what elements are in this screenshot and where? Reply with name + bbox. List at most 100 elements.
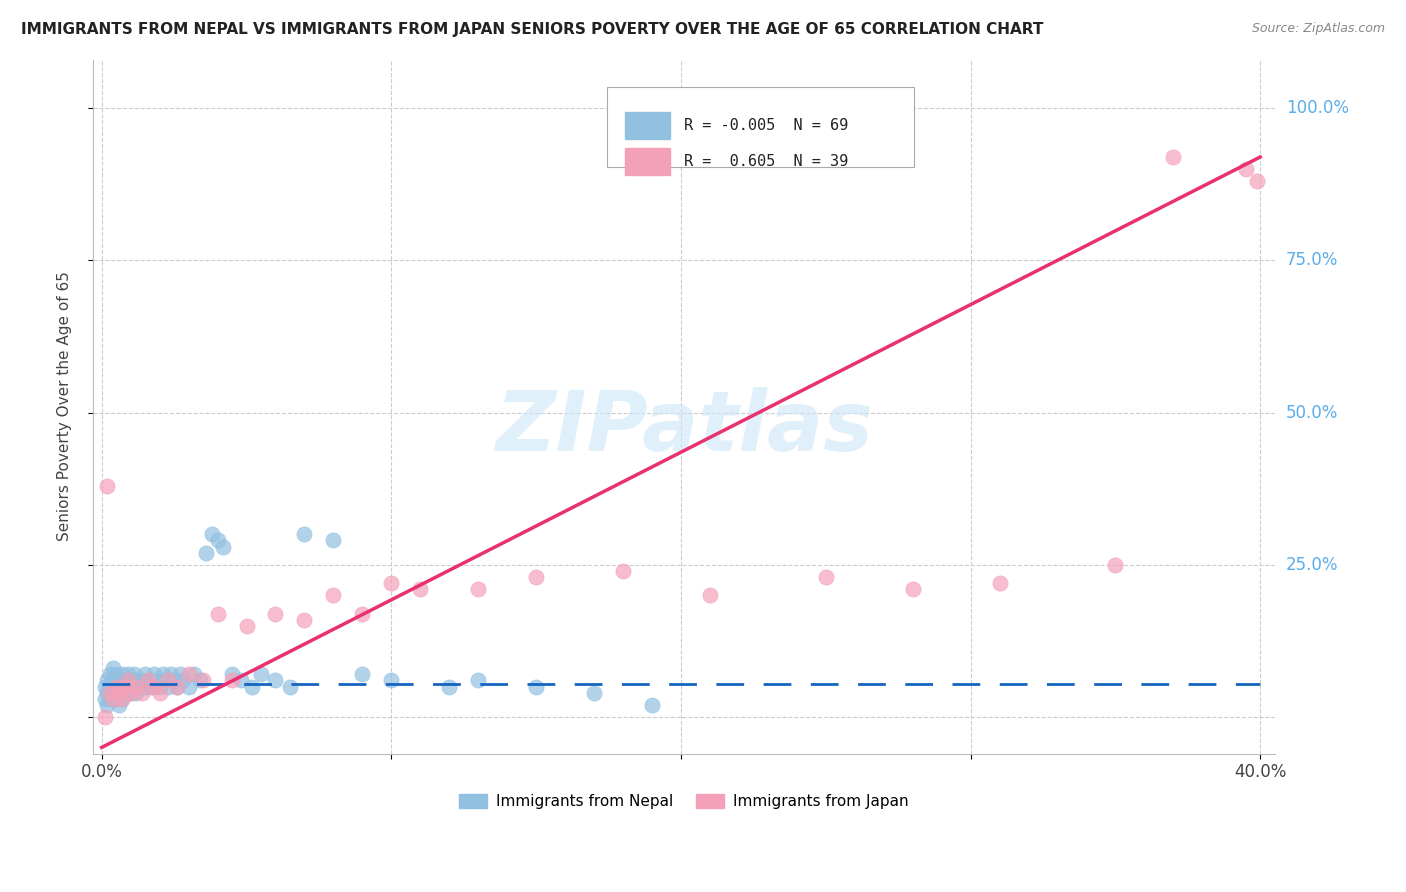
Point xyxy=(191,673,214,688)
Point xyxy=(131,673,153,688)
Point xyxy=(169,667,191,681)
Point xyxy=(111,667,134,681)
Text: R = -0.005  N = 69: R = -0.005 N = 69 xyxy=(683,118,848,133)
Point xyxy=(120,673,142,688)
Point xyxy=(96,478,118,492)
Point xyxy=(157,673,180,688)
Point xyxy=(183,667,205,681)
Point xyxy=(108,698,131,712)
Point xyxy=(988,576,1011,591)
Point xyxy=(111,680,134,694)
Point xyxy=(103,686,125,700)
Point xyxy=(583,686,606,700)
FancyBboxPatch shape xyxy=(607,87,914,167)
Point xyxy=(111,691,134,706)
Legend: Immigrants from Nepal, Immigrants from Japan: Immigrants from Nepal, Immigrants from J… xyxy=(453,788,914,815)
Point xyxy=(380,673,402,688)
Point xyxy=(117,673,139,688)
Point xyxy=(172,673,194,688)
Point xyxy=(163,673,186,688)
Text: 25.0%: 25.0% xyxy=(1286,556,1339,574)
Text: ZIPatlas: ZIPatlas xyxy=(495,387,873,468)
Point xyxy=(100,691,122,706)
Point xyxy=(177,680,200,694)
Point xyxy=(122,667,145,681)
Point xyxy=(100,680,122,694)
Point xyxy=(188,673,211,688)
Point xyxy=(105,691,128,706)
Point xyxy=(194,546,217,560)
Point xyxy=(111,691,134,706)
Point xyxy=(294,527,316,541)
Point xyxy=(322,533,344,548)
Point xyxy=(149,686,172,700)
Point xyxy=(108,686,131,700)
Point xyxy=(125,686,148,700)
Point xyxy=(212,540,235,554)
Point xyxy=(122,680,145,694)
Point xyxy=(264,607,287,621)
Point xyxy=(142,680,165,694)
Point xyxy=(641,698,664,712)
Point xyxy=(157,680,180,694)
Point xyxy=(352,607,374,621)
Point xyxy=(166,680,188,694)
Point xyxy=(105,680,128,694)
Point xyxy=(380,576,402,591)
Point xyxy=(322,588,344,602)
Point xyxy=(467,673,489,688)
Text: IMMIGRANTS FROM NEPAL VS IMMIGRANTS FROM JAPAN SENIORS POVERTY OVER THE AGE OF 6: IMMIGRANTS FROM NEPAL VS IMMIGRANTS FROM… xyxy=(21,22,1043,37)
Point xyxy=(103,661,125,675)
Point xyxy=(103,691,125,706)
Point xyxy=(207,607,229,621)
Text: 75.0%: 75.0% xyxy=(1286,252,1339,269)
Point xyxy=(207,533,229,548)
Point xyxy=(136,673,159,688)
Point xyxy=(901,582,924,597)
Point xyxy=(221,667,243,681)
Point xyxy=(142,667,165,681)
Point xyxy=(136,673,159,688)
Point xyxy=(294,613,316,627)
Point xyxy=(117,667,139,681)
Point xyxy=(1104,558,1126,572)
Point xyxy=(128,680,150,694)
Text: 50.0%: 50.0% xyxy=(1286,404,1339,422)
Point xyxy=(177,667,200,681)
Point xyxy=(96,698,118,712)
Point xyxy=(264,673,287,688)
Point xyxy=(278,680,301,694)
Point xyxy=(120,686,142,700)
Point xyxy=(114,673,136,688)
Text: 100.0%: 100.0% xyxy=(1286,99,1348,117)
Point xyxy=(93,680,115,694)
Point xyxy=(105,667,128,681)
Text: Source: ZipAtlas.com: Source: ZipAtlas.com xyxy=(1251,22,1385,36)
Point xyxy=(108,673,131,688)
Bar xyxy=(624,148,669,176)
Point xyxy=(96,686,118,700)
Point xyxy=(1163,150,1185,164)
Point xyxy=(120,686,142,700)
Point xyxy=(145,673,167,688)
Point xyxy=(409,582,432,597)
Point xyxy=(699,588,721,602)
Point xyxy=(139,680,162,694)
Point xyxy=(114,680,136,694)
Point xyxy=(166,680,188,694)
Point xyxy=(96,673,118,688)
Point xyxy=(352,667,374,681)
Point xyxy=(117,680,139,694)
Point xyxy=(134,667,156,681)
Point xyxy=(235,618,257,632)
Point xyxy=(93,691,115,706)
Point xyxy=(524,680,547,694)
Point xyxy=(100,667,122,681)
Point xyxy=(467,582,489,597)
Point xyxy=(439,680,461,694)
Bar xyxy=(624,112,669,139)
Point xyxy=(93,710,115,724)
Point xyxy=(134,680,156,694)
Point xyxy=(108,686,131,700)
Point xyxy=(103,673,125,688)
